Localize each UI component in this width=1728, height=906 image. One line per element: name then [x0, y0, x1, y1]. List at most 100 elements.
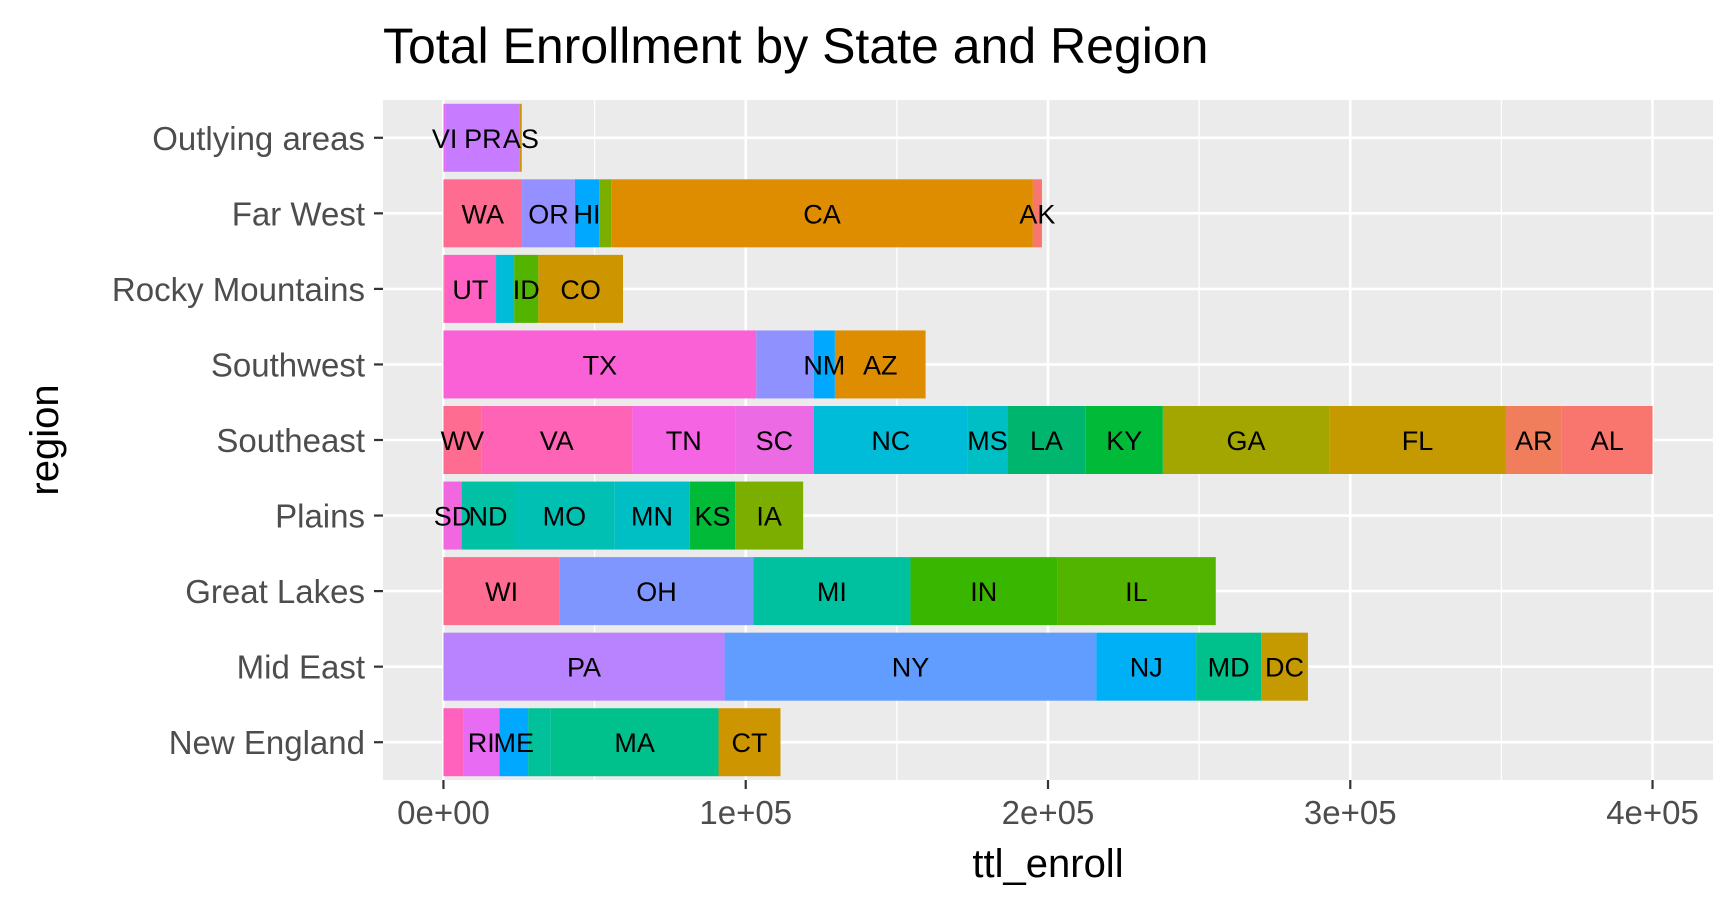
y-tick-label: Rocky Mountains	[112, 271, 365, 308]
segment-label: ID	[513, 275, 540, 305]
x-tick-label: 3e+05	[1304, 794, 1397, 831]
segment-label: AL	[1591, 426, 1624, 456]
segment-label: UT	[452, 275, 488, 305]
bar-segment	[519, 103, 522, 172]
y-tick-label: Far West	[232, 195, 365, 232]
bar-segment	[1057, 557, 1216, 626]
x-tick-label: 2e+05	[1002, 794, 1095, 831]
bar-segment	[967, 406, 1008, 474]
bar-segment	[724, 632, 1097, 701]
segment-label: NM	[803, 350, 845, 380]
bars-layer	[443, 103, 1653, 777]
y-tick-label: Mid East	[237, 649, 365, 686]
bar-segment	[461, 481, 515, 550]
segment-label: IN	[970, 577, 997, 607]
bar-segment	[689, 481, 736, 550]
segment-label: WI	[485, 577, 518, 607]
segment-label: OR	[528, 199, 569, 229]
bar-segment	[735, 406, 814, 474]
segment-label: KY	[1106, 426, 1142, 456]
segment-label: CO	[560, 275, 601, 305]
segment-label: HI	[574, 199, 601, 229]
segment-label: TX	[583, 350, 618, 380]
x-axis: 0e+00 1e+05 2e+05 3e+05 4e+05	[397, 780, 1699, 831]
y-tick-label: Southeast	[216, 422, 365, 459]
bar-segment	[443, 557, 560, 626]
segment-labels-layer: VI PR AS WA OR HI CA AK UT ID CO TX NM AZ WV VA TN SC NC MS…	[432, 124, 1624, 758]
bar-segment	[813, 330, 835, 399]
segment-label: MN	[631, 502, 673, 532]
bar-segment	[632, 406, 736, 474]
bar-segment	[813, 406, 968, 474]
segment-label: VA	[540, 426, 574, 456]
bar-segment	[443, 708, 464, 777]
y-axis: Outlying areas Far West Rocky Mountains Sou…	[112, 120, 383, 761]
bar-segment	[1561, 406, 1653, 474]
bar-segment	[514, 481, 615, 550]
x-tick-label: 4e+05	[1606, 794, 1699, 831]
bar-segment	[463, 708, 500, 777]
bar-segment	[611, 179, 1033, 248]
segment-label: KS	[694, 502, 730, 532]
segment-label: GA	[1226, 426, 1265, 456]
segment-label: VI	[432, 124, 458, 154]
bar-segment	[574, 179, 600, 248]
bar-segment	[528, 708, 551, 777]
y-tick-label: Great Lakes	[185, 573, 365, 610]
bar-segment	[481, 406, 633, 474]
segment-label: RI	[468, 728, 495, 758]
segment-label: SC	[756, 426, 794, 456]
bar-segment	[538, 254, 624, 323]
segment-label: AZ	[863, 350, 898, 380]
segment-label: AK	[1019, 199, 1055, 229]
segment-label: IL	[1125, 577, 1148, 607]
segment-label: MO	[543, 502, 587, 532]
segment-label: MD	[1208, 653, 1250, 683]
bar-segment	[443, 254, 445, 323]
bar-segment	[599, 179, 612, 248]
bar-segment	[443, 481, 462, 550]
bar-segment	[1329, 406, 1506, 474]
bar-segment	[1196, 632, 1262, 701]
y-tick-label: Plains	[275, 498, 365, 535]
x-tick-label: 0e+00	[397, 794, 490, 831]
bar-segment	[443, 103, 446, 172]
bar-segment	[614, 481, 690, 550]
bar-segment	[1085, 406, 1163, 474]
segment-label: PA	[567, 653, 601, 683]
bar-segment	[445, 103, 520, 172]
segment-label: SD	[434, 502, 472, 532]
segment-label: ME	[493, 728, 534, 758]
segment-label: AS	[503, 124, 539, 154]
y-tick-label: New England	[169, 724, 365, 761]
bar-segment	[443, 406, 482, 474]
bar-segment	[1505, 406, 1562, 474]
segment-label: CA	[803, 199, 841, 229]
x-tick-label: 1e+05	[699, 794, 792, 831]
segment-label: NJ	[1130, 653, 1163, 683]
y-tick-label: Southwest	[211, 346, 365, 383]
bar-segment	[443, 330, 757, 399]
segment-label: IA	[756, 502, 782, 532]
segment-label: FL	[1402, 426, 1434, 456]
segment-label: MA	[614, 728, 655, 758]
segment-label: ND	[469, 502, 508, 532]
bar-segment	[559, 557, 754, 626]
bar-segment	[1162, 406, 1330, 474]
bar-segment	[443, 179, 523, 248]
bar-segment	[522, 179, 575, 248]
bar-segment	[444, 254, 497, 323]
bar-segment	[735, 481, 804, 550]
bar-segment	[443, 632, 725, 701]
bar-segment	[550, 708, 719, 777]
y-tick-label: Outlying areas	[152, 120, 365, 157]
segment-label: CT	[732, 728, 768, 758]
bar-segment	[514, 254, 539, 323]
segment-label: OH	[636, 577, 677, 607]
bar-segment	[496, 254, 515, 323]
bar-segment	[1096, 632, 1197, 701]
segment-label: PR	[464, 124, 502, 154]
segment-label: NC	[871, 426, 910, 456]
